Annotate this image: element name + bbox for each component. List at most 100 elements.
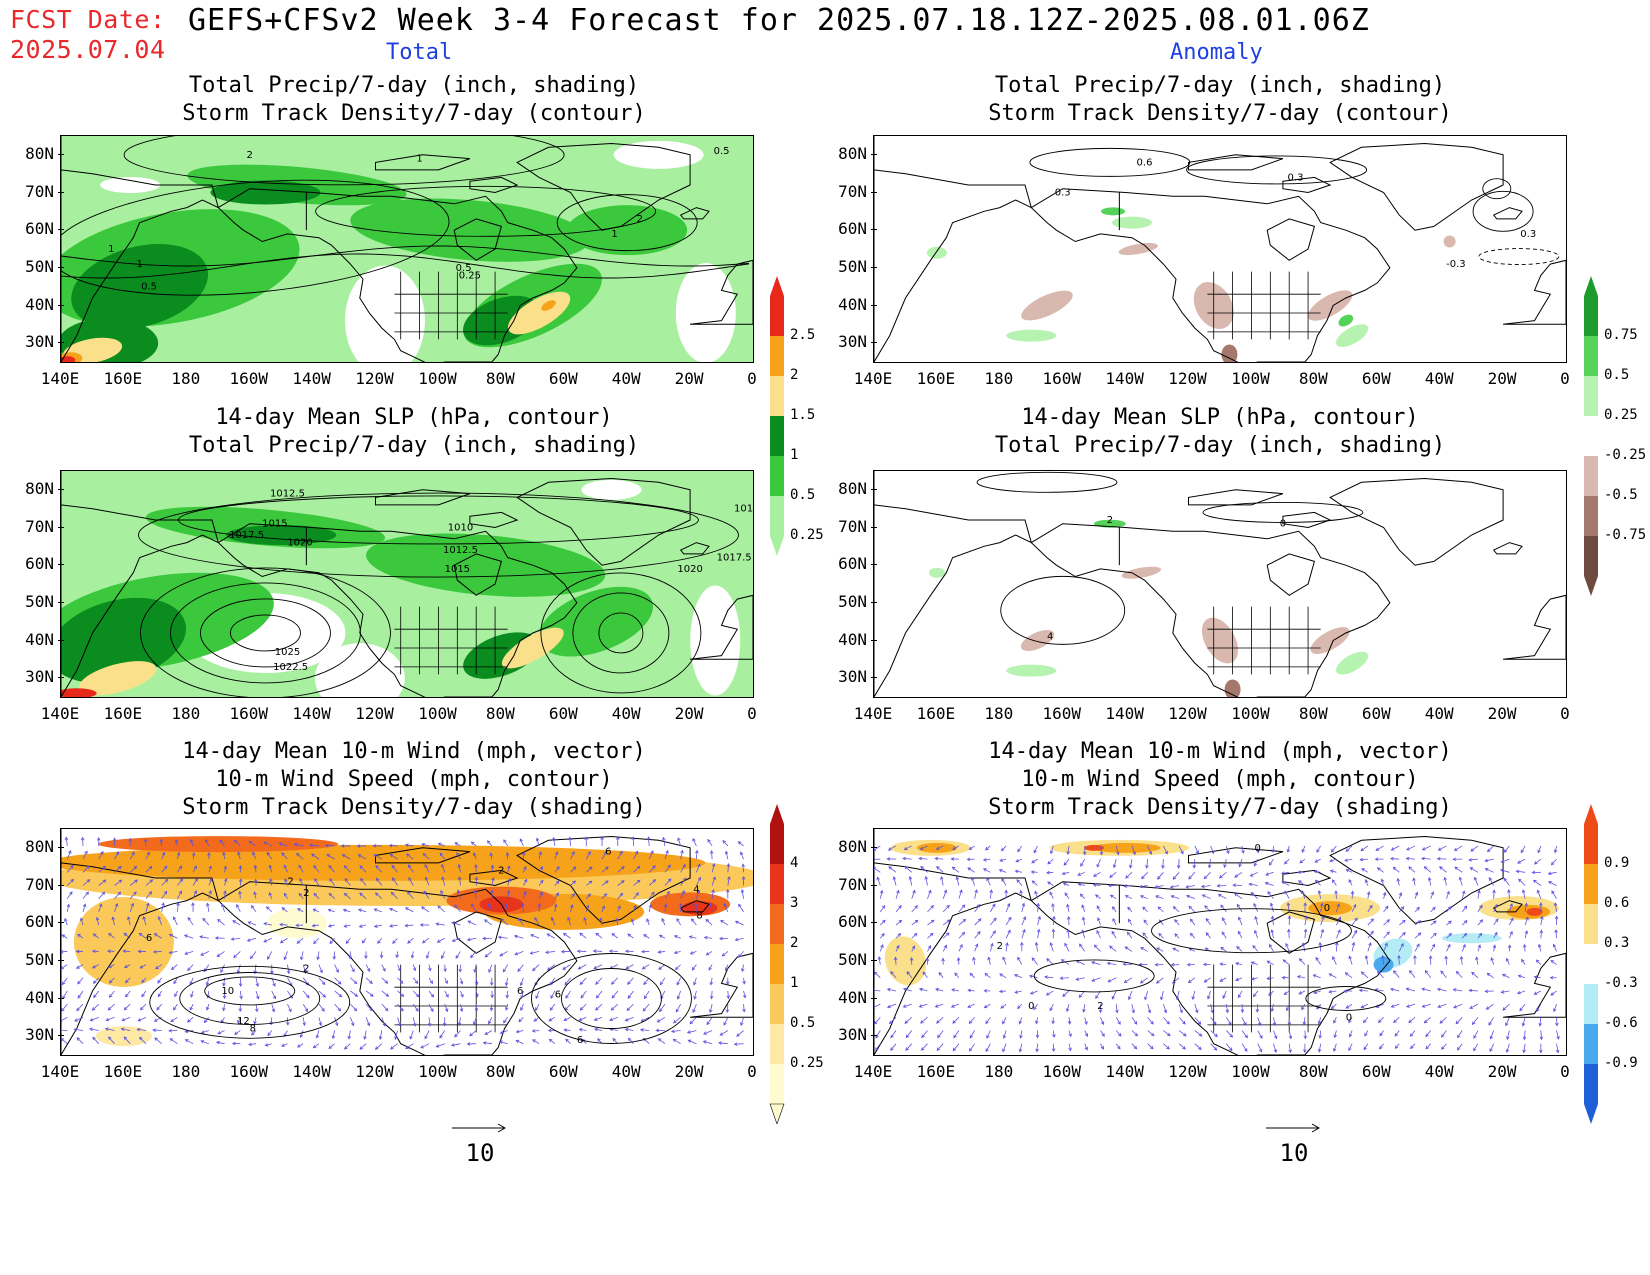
lon-tick-label: 80W [1298, 1062, 1328, 1081]
contour-label: 2 [303, 888, 309, 899]
lat-tick [871, 564, 877, 566]
contour-label: 1015 [262, 519, 287, 530]
lat-tick-label: 70N [25, 874, 54, 894]
map-total-slp: 1012.5 1015 1017.5 1020 1010 1012.5 1015 1020 10… [60, 470, 754, 698]
contour-label: 1 [416, 154, 422, 165]
lat-tick [58, 191, 64, 193]
lon-tick-label: 140E [40, 1062, 80, 1081]
contour-label: 2 [997, 941, 1003, 952]
colorbar-label: -0.5 [1604, 487, 1638, 503]
lon-tick-label: 100W [1231, 369, 1270, 388]
lat-tick [58, 229, 64, 231]
colorbar-label: 1 [790, 447, 799, 463]
lat-tick-label: 70N [838, 874, 867, 894]
lon-tick-label: 40W [1424, 704, 1454, 723]
contour-label: 1015 [445, 564, 470, 575]
lat-tick-label: 60N [25, 219, 54, 239]
panel-title-line: 14-day Mean SLP (hPa, contour) [1021, 405, 1419, 430]
colorbar-label: 0.6 [1604, 895, 1630, 911]
contour-label: 2 [637, 214, 643, 225]
colorbar-swatch [770, 336, 784, 376]
lat-tick-label: 50N [25, 591, 54, 611]
panel-title-anom-precip: Total Precip/7-day (inch, shading) Storm… [870, 72, 1570, 128]
lat-tick-label: 80N [25, 478, 54, 498]
lon-tick-label: 80W [485, 1062, 515, 1081]
lat-tick [871, 304, 877, 306]
contour-label: 8 [696, 911, 702, 922]
lon-tick-label: 140W [292, 1062, 331, 1081]
lon-tick-label: 160W [229, 1062, 268, 1081]
contour-label: 0.6 [1137, 157, 1153, 168]
lat-tick [871, 191, 877, 193]
lat-tick [871, 266, 877, 268]
lon-tick-label: 160E [916, 704, 956, 723]
vector-key-label: 10 [1279, 1139, 1309, 1167]
vector-key-arrow [452, 1123, 507, 1133]
colorbar-top-arrow [770, 276, 784, 296]
lon-tick-label: 140W [292, 704, 331, 723]
lon-tick-label: 100W [1231, 1062, 1270, 1081]
colorbar-label: 0.3 [1604, 935, 1630, 951]
lat-tick [871, 229, 877, 231]
contour-label: 2 [1097, 1001, 1103, 1012]
lat-tick [58, 488, 64, 490]
colorbar-swatch [770, 984, 784, 1024]
lat-tick-label: 50N [25, 256, 54, 276]
contour-label: 1012.5 [443, 545, 478, 556]
panel-title-line: Storm Track Density/7-day (shading) [988, 795, 1452, 820]
lat-tick-label: 40N [25, 987, 54, 1007]
lon-tick-label: 80W [485, 704, 515, 723]
colorbar-top-arrow [770, 804, 784, 824]
lat-tick-label: 30N [25, 667, 54, 687]
lon-tick-label: 100W [418, 369, 457, 388]
contour-label: 6 [555, 990, 561, 1001]
colorbar-swatch [1584, 1064, 1598, 1104]
colorbar-storm-total: 4 3 2 1 0.5 0.25 [768, 804, 828, 1124]
colorbar-swatch [770, 496, 784, 536]
contour-label: 0.3 [1520, 229, 1536, 240]
lon-tick-label: 80W [485, 369, 515, 388]
contour-label: 10 [221, 986, 234, 997]
panel-title-line: Total Precip/7-day (inch, shading) [994, 73, 1446, 98]
colorbar-label: 0.5 [1604, 367, 1630, 383]
map-anom-wind: 2 0 2 0 0 0 [873, 828, 1567, 1056]
lon-tick-label: 0 [747, 369, 757, 388]
colorbar-label: 0.75 [1604, 327, 1638, 343]
colorbar-label: 2 [790, 935, 799, 951]
lat-tick-label: 70N [25, 181, 54, 201]
lon-tick-label: 160W [1042, 1062, 1081, 1081]
lat-tick-label: 40N [838, 294, 867, 314]
lon-tick-label: 140E [40, 704, 80, 723]
lon-tick-label: 40W [1424, 369, 1454, 388]
panel-title-anom-wind: 14-day Mean 10-m Wind (mph, vector) 10-m… [870, 738, 1570, 822]
colorbar-swatch [1584, 864, 1598, 904]
colorbar-bottom-arrow [770, 536, 784, 556]
lat-tick-label: 40N [25, 294, 54, 314]
lon-tick-label: 160E [916, 1062, 956, 1081]
panel-title-line: Storm Track Density/7-day (contour) [988, 101, 1452, 126]
colorbar-top-arrow [1584, 804, 1598, 824]
lon-tick-label: 100W [1231, 704, 1270, 723]
colorbar-label: -0.9 [1604, 1055, 1638, 1071]
panel-title-line: 14-day Mean 10-m Wind (mph, vector) [988, 739, 1452, 764]
contour-label: 0 [1255, 843, 1261, 854]
lat-tick-label: 40N [25, 629, 54, 649]
colorbar-swatch [770, 416, 784, 456]
lat-tick [58, 959, 64, 961]
contour-label: 1020 [287, 538, 312, 549]
lat-tick-label: 40N [838, 987, 867, 1007]
lat-tick-label: 30N [838, 667, 867, 687]
contour-label: 1 [108, 244, 114, 255]
lon-tick-label: 40W [611, 369, 641, 388]
lon-tick-label: 0 [1560, 369, 1570, 388]
vector-key-label: 10 [465, 1139, 495, 1167]
map-anom-slp: 2 4 0 [873, 470, 1567, 698]
lat-tick-label: 70N [838, 181, 867, 201]
contour-label: 1020 [677, 564, 702, 575]
contour-label: 4 [693, 884, 699, 895]
contour-label: 0.5 [456, 263, 472, 274]
lat-tick-label: 80N [838, 478, 867, 498]
lat-tick [871, 959, 877, 961]
contour-label: 2 [498, 865, 504, 876]
colorbar-label: 1 [790, 975, 799, 991]
